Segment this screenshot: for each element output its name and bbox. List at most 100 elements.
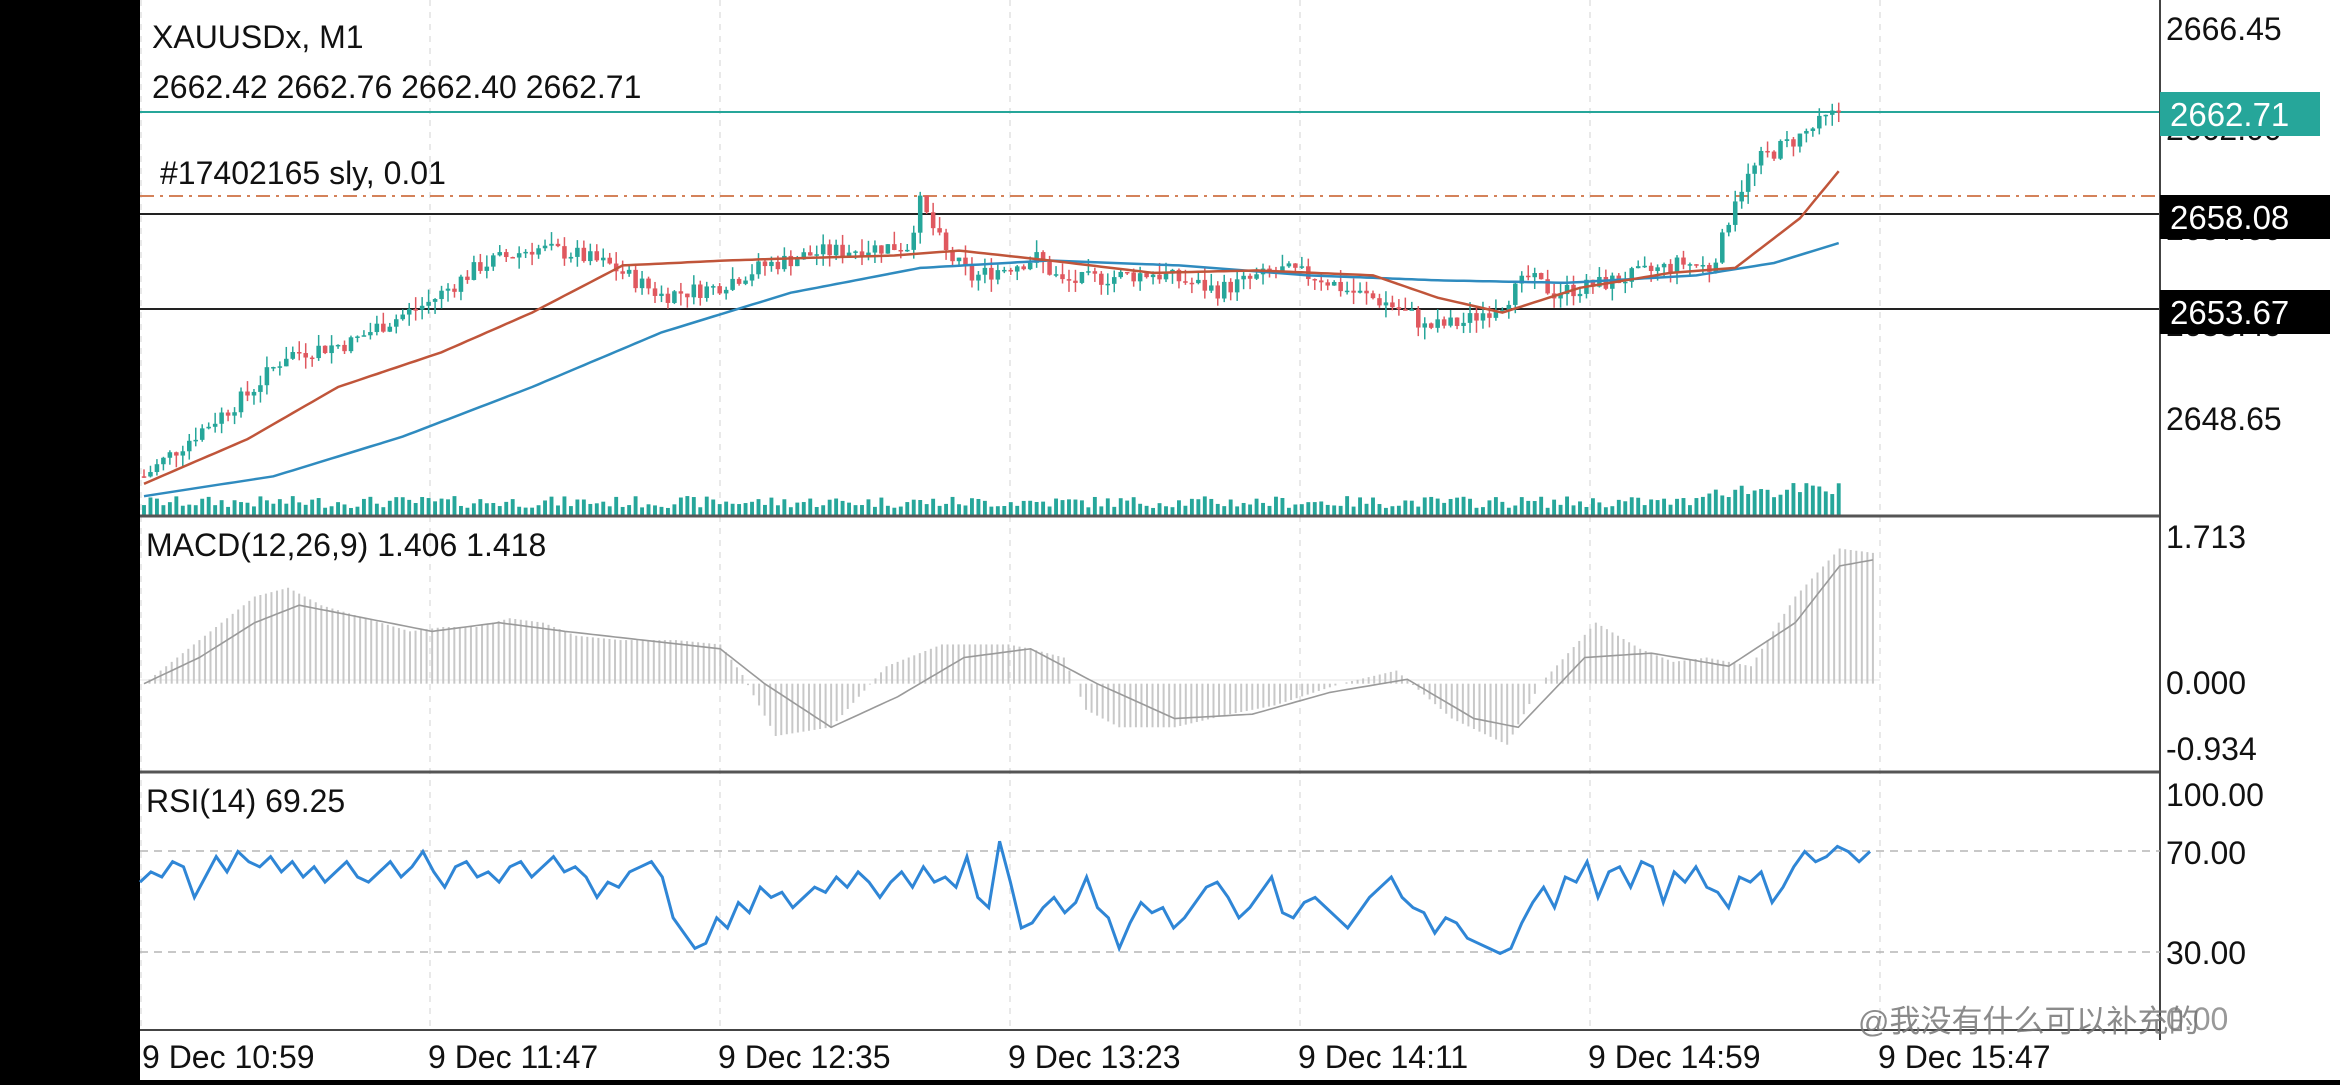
volume-bar <box>995 506 1000 516</box>
candle-body <box>1829 110 1835 115</box>
volume-bar <box>1713 489 1718 516</box>
candle-body <box>950 250 955 262</box>
candle-body <box>368 332 373 336</box>
volume-bar <box>769 497 774 516</box>
volume-bar <box>1164 506 1168 516</box>
volume-bar <box>1267 505 1272 516</box>
candle-body <box>1189 282 1195 285</box>
candle-body <box>827 244 832 256</box>
volume-bar <box>1138 503 1143 516</box>
volume-bar <box>1222 506 1227 516</box>
candle-body <box>1060 274 1065 280</box>
volume-bar <box>1358 497 1362 516</box>
candle-body <box>1254 274 1259 279</box>
candle-body <box>394 319 399 327</box>
volume-bar <box>1506 507 1511 516</box>
volume-bar <box>918 500 923 516</box>
volume-bar <box>271 503 276 516</box>
volume-bar <box>510 499 515 516</box>
candle-body <box>762 261 768 267</box>
volume-bar <box>931 498 936 516</box>
candle-body <box>193 439 199 442</box>
volume-bar <box>1015 505 1020 516</box>
volume-bar <box>1545 507 1550 516</box>
macd-title: MACD(12,26,9) 1.406 1.418 <box>146 527 546 563</box>
volume-bar <box>310 499 315 516</box>
volume-bar <box>206 496 211 516</box>
volume-bar <box>1797 492 1802 516</box>
candle-body <box>620 271 625 274</box>
volume-bar <box>575 499 580 516</box>
volume-bar <box>633 496 638 516</box>
volume-bar <box>1105 498 1110 516</box>
volume-bar <box>1151 507 1156 516</box>
candle-body <box>1241 275 1246 280</box>
volume-bar <box>374 503 379 516</box>
volume-bar <box>678 497 683 516</box>
volume-bar <box>1642 505 1647 516</box>
volume-bar <box>349 507 353 516</box>
volume-bar <box>239 502 243 516</box>
candle-body <box>1047 261 1052 275</box>
candle-body <box>1668 263 1673 273</box>
candle-body <box>562 246 567 259</box>
volume-bar <box>898 506 903 516</box>
volume-bar <box>329 506 334 516</box>
rsi-line <box>138 840 1872 956</box>
candle-body <box>1163 273 1169 280</box>
volume-bar <box>1759 489 1764 516</box>
volume-bar <box>782 499 787 516</box>
candle-body <box>1441 319 1447 326</box>
volume-bar <box>1649 499 1654 516</box>
candle-body <box>1545 279 1550 294</box>
candle-body <box>1694 264 1699 266</box>
candle-body <box>801 252 807 260</box>
candle-body <box>1525 275 1531 278</box>
order-label[interactable]: #17402165 sly, 0.01 <box>160 155 446 191</box>
volume-bar <box>252 506 256 516</box>
volume-bar <box>717 504 722 516</box>
volume-bar <box>200 498 205 516</box>
candle-body <box>905 249 910 252</box>
volume-bar <box>989 506 994 516</box>
level-text-lower: 2653.67 <box>2170 294 2289 331</box>
volume-bar <box>788 507 793 516</box>
volume-bar <box>180 505 185 516</box>
volume-bar <box>1493 497 1498 516</box>
volume-bar <box>1286 507 1291 516</box>
candle-body <box>756 261 761 275</box>
candle-body <box>361 335 367 337</box>
volume-bar <box>1590 498 1595 516</box>
candle-body <box>639 278 645 289</box>
candle-body <box>1416 309 1421 328</box>
volume-bar <box>446 499 450 516</box>
moving-average-slow <box>143 241 1840 498</box>
volume-bar <box>1688 505 1692 516</box>
candle-body <box>1318 280 1324 283</box>
candle-body <box>575 247 580 257</box>
candle-body <box>1137 273 1143 282</box>
volume-bar <box>1002 506 1007 516</box>
candle-body <box>284 358 289 367</box>
volume-bar <box>368 496 373 516</box>
volume-bar <box>724 501 729 516</box>
volume-bar <box>1319 501 1324 516</box>
symbol-timeframe-label: XAUUSDx, M1 <box>152 19 364 55</box>
candle-body <box>1720 232 1725 263</box>
volume-bar <box>1539 496 1544 516</box>
volume-bar <box>232 500 237 516</box>
volume-bar <box>284 503 289 516</box>
candle-body <box>1183 281 1188 283</box>
candle-body <box>807 252 813 256</box>
volume-bar <box>763 504 767 516</box>
volume-bar <box>1526 500 1531 516</box>
candle-body <box>381 323 386 332</box>
candle-body <box>1131 272 1136 282</box>
candle-body <box>956 257 962 262</box>
candle-body <box>1370 293 1376 299</box>
candle-body <box>840 244 845 257</box>
volume-bar <box>1060 500 1065 516</box>
candle-body <box>1448 317 1453 326</box>
